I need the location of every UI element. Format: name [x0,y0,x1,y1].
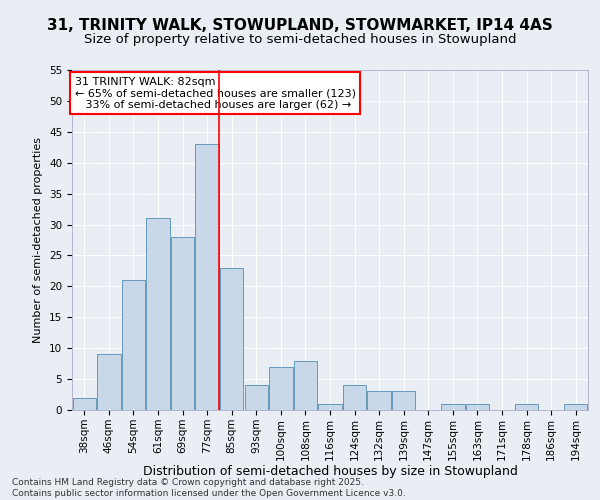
Bar [294,360,317,410]
Bar [146,218,170,410]
Text: Size of property relative to semi-detached houses in Stowupland: Size of property relative to semi-detach… [84,32,516,46]
Bar [245,386,268,410]
Y-axis label: Number of semi-detached properties: Number of semi-detached properties [34,137,43,343]
Bar [220,268,244,410]
Bar [466,404,489,410]
X-axis label: Distribution of semi-detached houses by size in Stowupland: Distribution of semi-detached houses by … [143,466,517,478]
Bar [441,404,464,410]
Bar [269,366,293,410]
Bar [97,354,121,410]
Text: 31 TRINITY WALK: 82sqm
← 65% of semi-detached houses are smaller (123)
   33% of: 31 TRINITY WALK: 82sqm ← 65% of semi-det… [74,77,356,110]
Bar [515,404,538,410]
Bar [343,386,366,410]
Bar [319,404,341,410]
Bar [367,392,391,410]
Text: Contains HM Land Registry data © Crown copyright and database right 2025.
Contai: Contains HM Land Registry data © Crown c… [12,478,406,498]
Bar [392,392,415,410]
Text: 31, TRINITY WALK, STOWUPLAND, STOWMARKET, IP14 4AS: 31, TRINITY WALK, STOWUPLAND, STOWMARKET… [47,18,553,32]
Bar [171,237,194,410]
Bar [196,144,219,410]
Bar [122,280,145,410]
Bar [564,404,587,410]
Bar [73,398,96,410]
